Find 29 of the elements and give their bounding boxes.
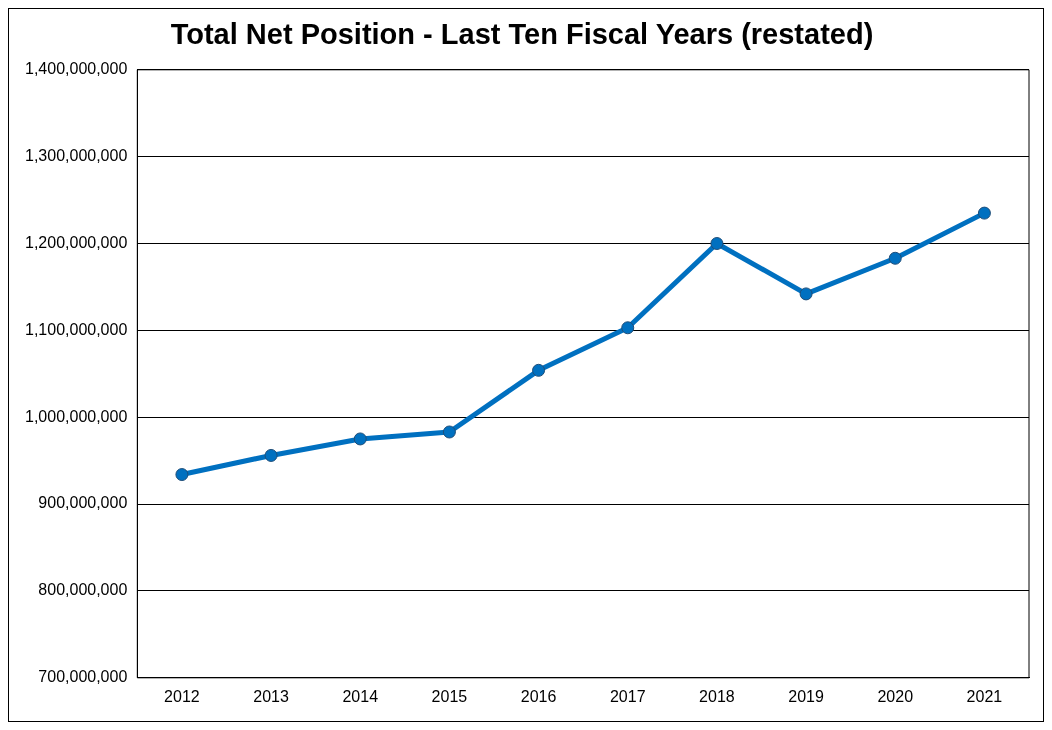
- x-tick-label: 2020: [877, 687, 914, 705]
- y-tick-label: 1,200,000,000: [24, 233, 128, 251]
- x-tick-label: 2018: [699, 687, 735, 705]
- point: [888, 251, 902, 265]
- x-tick-label: 2014: [342, 687, 379, 705]
- y-tick-label: 1,400,000,000: [24, 60, 128, 78]
- point: [532, 363, 546, 377]
- point: [175, 468, 189, 482]
- x-tick-label: 2012: [164, 687, 200, 705]
- x-tick-label: 2021: [966, 687, 1003, 705]
- point: [353, 432, 367, 446]
- y-tick-label: 1,000,000,000: [24, 407, 128, 425]
- x-tick-label: 2019: [788, 687, 824, 705]
- point: [977, 206, 991, 220]
- x-tick-label: 2017: [609, 687, 646, 705]
- y-tick-label: 1,100,000,000: [24, 320, 128, 338]
- point: [710, 237, 724, 251]
- point: [264, 448, 278, 462]
- x-tick-label: 2016: [520, 687, 557, 705]
- x-tick-label: 2013: [253, 687, 289, 705]
- point: [621, 321, 635, 335]
- point: [442, 425, 456, 439]
- y-tick-label: 900,000,000: [38, 494, 128, 512]
- chart-title: Total Net Position - Last Ten Fiscal Years (restated): [170, 18, 874, 51]
- x-tick-label: 2015: [431, 687, 468, 705]
- y-tick-label: 1,300,000,000: [24, 147, 128, 165]
- y-tick-label: 700,000,000: [38, 668, 128, 686]
- point: [799, 287, 813, 301]
- y-tick-label: 800,000,000: [38, 581, 128, 599]
